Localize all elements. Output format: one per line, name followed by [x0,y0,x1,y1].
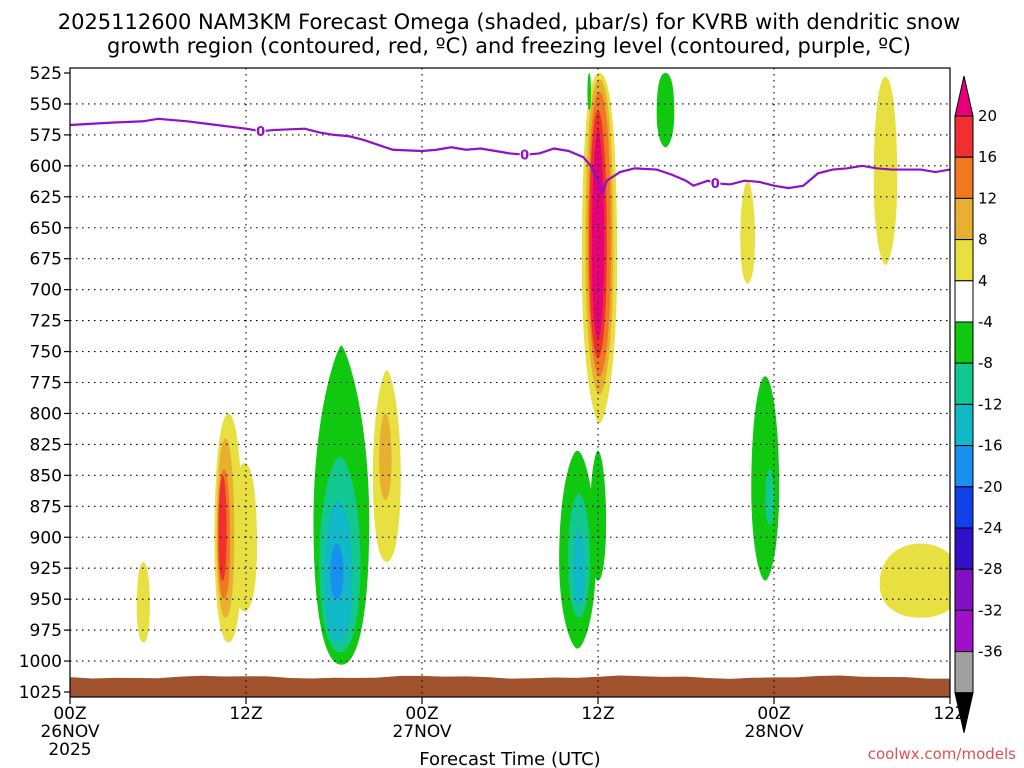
colorbar-label-4: 4 [978,272,988,290]
terrain-band [70,675,950,697]
omega-pos-k-0 [873,76,898,265]
omega-neg-j-0 [751,376,780,581]
y-tick-label-850: 850 [30,466,62,486]
y-tick-label-800: 800 [30,404,62,424]
colorbar-arrow-top [954,75,974,117]
x-tick-label-0-2: 2025 [48,740,91,760]
chart-title-line2: growth region (contoured, red, ºC) and f… [107,34,911,58]
colorbar-arrow-bottom [954,692,974,733]
y-tick-label-525: 525 [30,64,62,84]
freezing-level-line [70,117,950,197]
omega-pos-i-0 [740,180,755,284]
omega-pos-l-0 [879,543,950,618]
colorbar-swatch-3 [954,197,974,241]
colorbar-label-12: -32 [978,601,1003,619]
y-tick-label-900: 900 [30,528,62,548]
colorbar-label-11: -28 [978,560,1003,578]
colorbar-swatch-10 [954,486,974,529]
y-tick-label-650: 650 [30,219,62,239]
y-tick-label-550: 550 [30,95,62,115]
y-axis: 525 550 575 600 625 650 675 700 725 750 775 800 825 8… [19,64,70,703]
x-tick-label-24-0: 00Z [405,704,438,724]
colorbar-swatch-4 [954,239,974,282]
omega-pos-d-1 [379,413,392,501]
colorbar-swatch-1 [954,115,974,158]
colorbar-label-1: 16 [978,148,997,166]
x-axis-label: Forecast Time (UTC) [419,749,600,768]
y-tick-label-575: 575 [30,126,62,146]
colorbar-label-0: 20 [978,107,997,125]
colorbar-swatch-2 [954,156,974,199]
colorbar-swatch-11 [954,527,974,570]
x-tick-label-48-0: 00Z [757,704,790,724]
colorbar-label-8: -16 [978,437,1003,455]
colorbar-swatch-6 [954,321,974,364]
y-tick-label-1025: 1025 [19,683,62,703]
x-tick-label-0-0: 00Z [53,704,86,724]
omega-neg-h-0 [656,73,675,148]
y-tick-label-750: 750 [30,343,62,363]
freezing-label-bg-0 [255,123,266,139]
freezing-label-bg-1 [519,146,530,162]
colorbar-swatch-5 [954,280,974,323]
omega-pos-f-4 [591,128,605,340]
omega-neg-g-0 [587,73,591,111]
credit-text: coolwx.com/models [868,745,1016,763]
omega-neg-e-3 [589,450,607,581]
y-tick-label-925: 925 [30,559,62,579]
x-tick-label-48-1: 28NOV [744,722,803,742]
freezing-label-2: 0 [711,177,720,192]
colorbar-swatch-9 [954,445,974,488]
y-tick-label-625: 625 [30,188,62,208]
omega-neg-c-3 [330,543,344,600]
colorbar: 20 16 12 8 4 -4 -8 -12 -16 -20 -24 -28 -32 -36 [954,75,1003,733]
y-tick-label-700: 700 [30,281,62,301]
x-tick-label-36-0: 12Z [581,704,614,724]
y-tick-label-675: 675 [30,250,62,270]
terrain-layer [70,675,950,697]
omega-neg-j-1 [765,469,774,525]
x-tick-label-24-1: 27NOV [392,722,451,742]
y-tick-label-825: 825 [30,435,62,455]
colorbar-swatch-7 [954,362,974,405]
omega-shading-layer [136,73,950,665]
colorbar-label-6: -8 [978,354,993,372]
y-tick-label-975: 975 [30,621,62,641]
colorbar-label-9: -20 [978,478,1003,496]
colorbar-label-2: 12 [978,189,997,207]
y-tick-label-875: 875 [30,497,62,517]
chart-title-line1: 2025112600 NAM3KM Forecast Omega (shaded… [58,10,961,34]
grid-layer [70,68,950,697]
y-tick-label-1000: 1000 [19,652,62,672]
x-tick-label-0-1: 26NOV [40,722,99,742]
omega-pos-b-4 [218,475,227,581]
omega-pos-a-0 [136,562,150,643]
y-tick-label-725: 725 [30,312,62,332]
freezing-label-bg-2 [710,175,721,191]
freezing-label-1: 0 [520,149,529,164]
colorbar-label-3: 8 [978,231,988,249]
colorbar-swatch-13 [954,609,974,653]
freezing-level-layer: 0 0 0 [70,117,950,197]
colorbar-label-10: -24 [978,519,1003,537]
y-tick-label-600: 600 [30,157,62,177]
colorbar-label-13: -36 [978,643,1003,661]
omega-neg-e-2 [573,531,585,606]
colorbar-label-7: -12 [978,395,1003,413]
colorbar-label-5: -4 [978,313,993,331]
y-tick-label-950: 950 [30,590,62,610]
x-tick-label-12-0: 12Z [229,704,262,724]
y-tick-label-775: 775 [30,374,62,394]
colorbar-swatch-8 [954,403,974,447]
colorbar-swatch-14 [954,651,974,694]
colorbar-swatch-12 [954,568,974,611]
freezing-label-0: 0 [256,125,265,140]
